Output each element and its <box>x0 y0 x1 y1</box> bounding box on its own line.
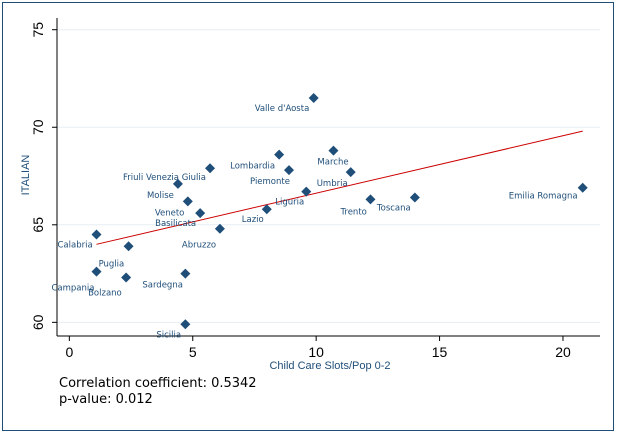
fit-line <box>96 130 583 245</box>
data-point <box>328 145 339 156</box>
x-axis-title: Child Care Slots/Pop 0-2 <box>269 360 390 372</box>
chart-frame <box>2 2 614 431</box>
point-label: Valle d'Aosta <box>255 104 310 114</box>
point-label: Campania <box>51 284 94 294</box>
point-label: Sicilia <box>156 330 181 340</box>
y-tick-label: 70 <box>30 119 46 135</box>
data-point <box>301 186 312 197</box>
point-label: Marche <box>317 158 348 168</box>
x-tick-label: 20 <box>555 344 571 360</box>
y-tick-label: 65 <box>30 217 46 233</box>
data-point <box>195 208 206 219</box>
data-point <box>214 223 225 234</box>
data-point <box>409 192 420 203</box>
point-label: Veneto <box>155 208 185 218</box>
data-point <box>91 266 102 277</box>
point-label: Trento <box>339 207 366 217</box>
data-point <box>91 229 102 240</box>
data-point <box>123 241 134 252</box>
pvalue-note: p-value: 0.012 <box>59 392 153 407</box>
x-tick-label: 10 <box>308 344 324 360</box>
data-point <box>172 178 183 189</box>
data-point <box>182 196 193 207</box>
grid-lines <box>57 29 600 323</box>
data-point <box>121 272 132 283</box>
point-label: Puglia <box>99 259 125 269</box>
point-label: Lazio <box>242 215 264 225</box>
data-point <box>205 163 216 174</box>
data-point <box>284 165 295 176</box>
point-label: Molise <box>147 191 174 201</box>
point-label: Sardegna <box>142 281 183 291</box>
correlation-note: Correlation coefficient: 0.5342 <box>59 376 257 391</box>
x-tick-label: 15 <box>432 344 448 360</box>
ticks: 60 65 70 75 0 5 10 15 20 <box>30 22 571 360</box>
point-label: Piemonte <box>250 177 290 187</box>
y-tick-label: 75 <box>30 22 46 38</box>
point-label: Toscana <box>376 203 411 213</box>
point-labels: Valle d'Aosta Marche Lombardia Friuli Venez… <box>51 104 577 340</box>
fit-line-layer <box>96 130 583 245</box>
point-label: Abruzzo <box>182 241 216 251</box>
data-point <box>345 167 356 178</box>
data-point <box>308 92 319 103</box>
x-tick-label: 5 <box>189 344 197 360</box>
point-label: Umbria <box>317 179 348 189</box>
point-label: Basilicata <box>155 219 196 229</box>
data-points <box>91 92 588 330</box>
point-label: Calabria <box>57 241 92 251</box>
data-point <box>274 149 285 160</box>
point-label: Emilia Romagna <box>509 192 578 202</box>
data-point <box>577 182 588 193</box>
data-point <box>180 268 191 279</box>
point-label: Liguria <box>275 198 304 208</box>
x-tick-label: 0 <box>65 344 73 360</box>
data-point <box>180 319 191 330</box>
y-axis-title: ITALIAN <box>20 155 32 196</box>
point-label: Friuli Venezia Giulia <box>123 173 206 183</box>
data-point <box>365 194 376 205</box>
data-point <box>261 204 272 215</box>
y-tick-label: 60 <box>30 314 46 330</box>
point-label: Bolzano <box>88 288 122 298</box>
point-label: Lombardia <box>230 162 275 172</box>
axes <box>56 18 600 337</box>
